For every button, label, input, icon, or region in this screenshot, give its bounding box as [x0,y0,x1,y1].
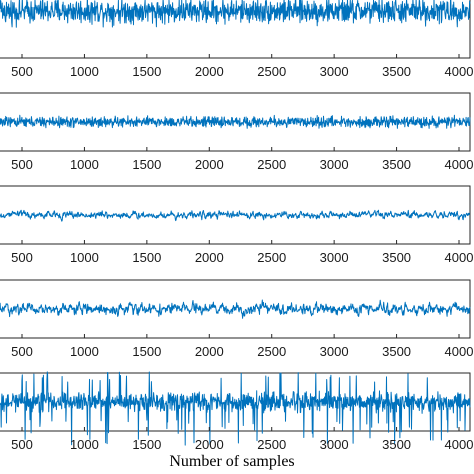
x-tick-label: 1000 [70,157,99,172]
axes-frame [0,0,471,59]
series-line-5 [0,371,471,446]
x-tick-label: 3500 [382,64,411,79]
x-tick-label: 1500 [132,157,161,172]
subplot-stack: 500 1000 1500 2000 2500 3000 3500 4000 500 1000 15… [0,0,473,452]
x-tick-label: 2500 [257,344,286,359]
x-tick-label: 4000 [445,250,474,265]
x-tick-label: 2500 [257,437,286,452]
x-tick-label: 3000 [320,437,349,452]
x-tick-label: 3500 [382,250,411,265]
x-tick-label: 2500 [257,64,286,79]
x-axis-label: Number of samples [169,453,294,470]
x-tick-label: 500 [11,344,33,359]
x-tick-label: 3000 [320,157,349,172]
x-tick-label: 1500 [132,437,161,452]
x-tick-label: 1000 [70,344,99,359]
x-tick-label: 500 [11,64,33,79]
subplot-4: 500 1000 1500 2000 2500 3000 3500 4000 [0,279,474,359]
x-tick-label: 500 [11,250,33,265]
x-tick-label: 1000 [70,250,99,265]
x-tick-label: 1500 [132,64,161,79]
x-tick-label: 1000 [70,64,99,79]
series-line-3 [0,209,471,222]
x-tick-label: 500 [11,157,33,172]
x-tick-label: 1000 [70,437,99,452]
x-tick-label: 4000 [445,344,474,359]
x-tick-label: 2500 [257,250,286,265]
x-tick-label: 2000 [195,64,224,79]
x-tick-label: 1500 [132,250,161,265]
x-tick-label: 4000 [445,64,474,79]
x-tick-label: 3500 [382,344,411,359]
axes-frame [0,185,471,245]
x-tick-label: 500 [11,437,33,452]
x-tick-label: 2000 [195,250,224,265]
x-tick-label: 2500 [257,157,286,172]
x-tick-label: 2000 [195,344,224,359]
x-tick-label: 4000 [445,157,474,172]
subplot-1: 500 1000 1500 2000 2500 3000 3500 4000 [0,0,473,79]
series-line-2 [0,114,471,129]
x-tick-label: 2000 [195,437,224,452]
x-tick-label: 4000 [445,437,474,452]
x-tick-label: 1500 [132,344,161,359]
x-tick-label: 2000 [195,157,224,172]
subplot-2: 500 1000 1500 2000 2500 3000 3500 4000 [0,92,474,172]
subplot-3: 500 1000 1500 2000 2500 3000 3500 4000 [0,185,474,265]
x-tick-label: 3000 [320,250,349,265]
x-tick-label: 3500 [382,437,411,452]
series-line-1 [0,0,471,28]
x-tick-label: 3500 [382,157,411,172]
x-tick-label: 3000 [320,344,349,359]
series-line-4 [0,299,471,319]
subplot-5: 500 1000 1500 2000 2500 3000 3500 4000 [0,371,474,452]
x-tick-label: 3000 [320,64,349,79]
